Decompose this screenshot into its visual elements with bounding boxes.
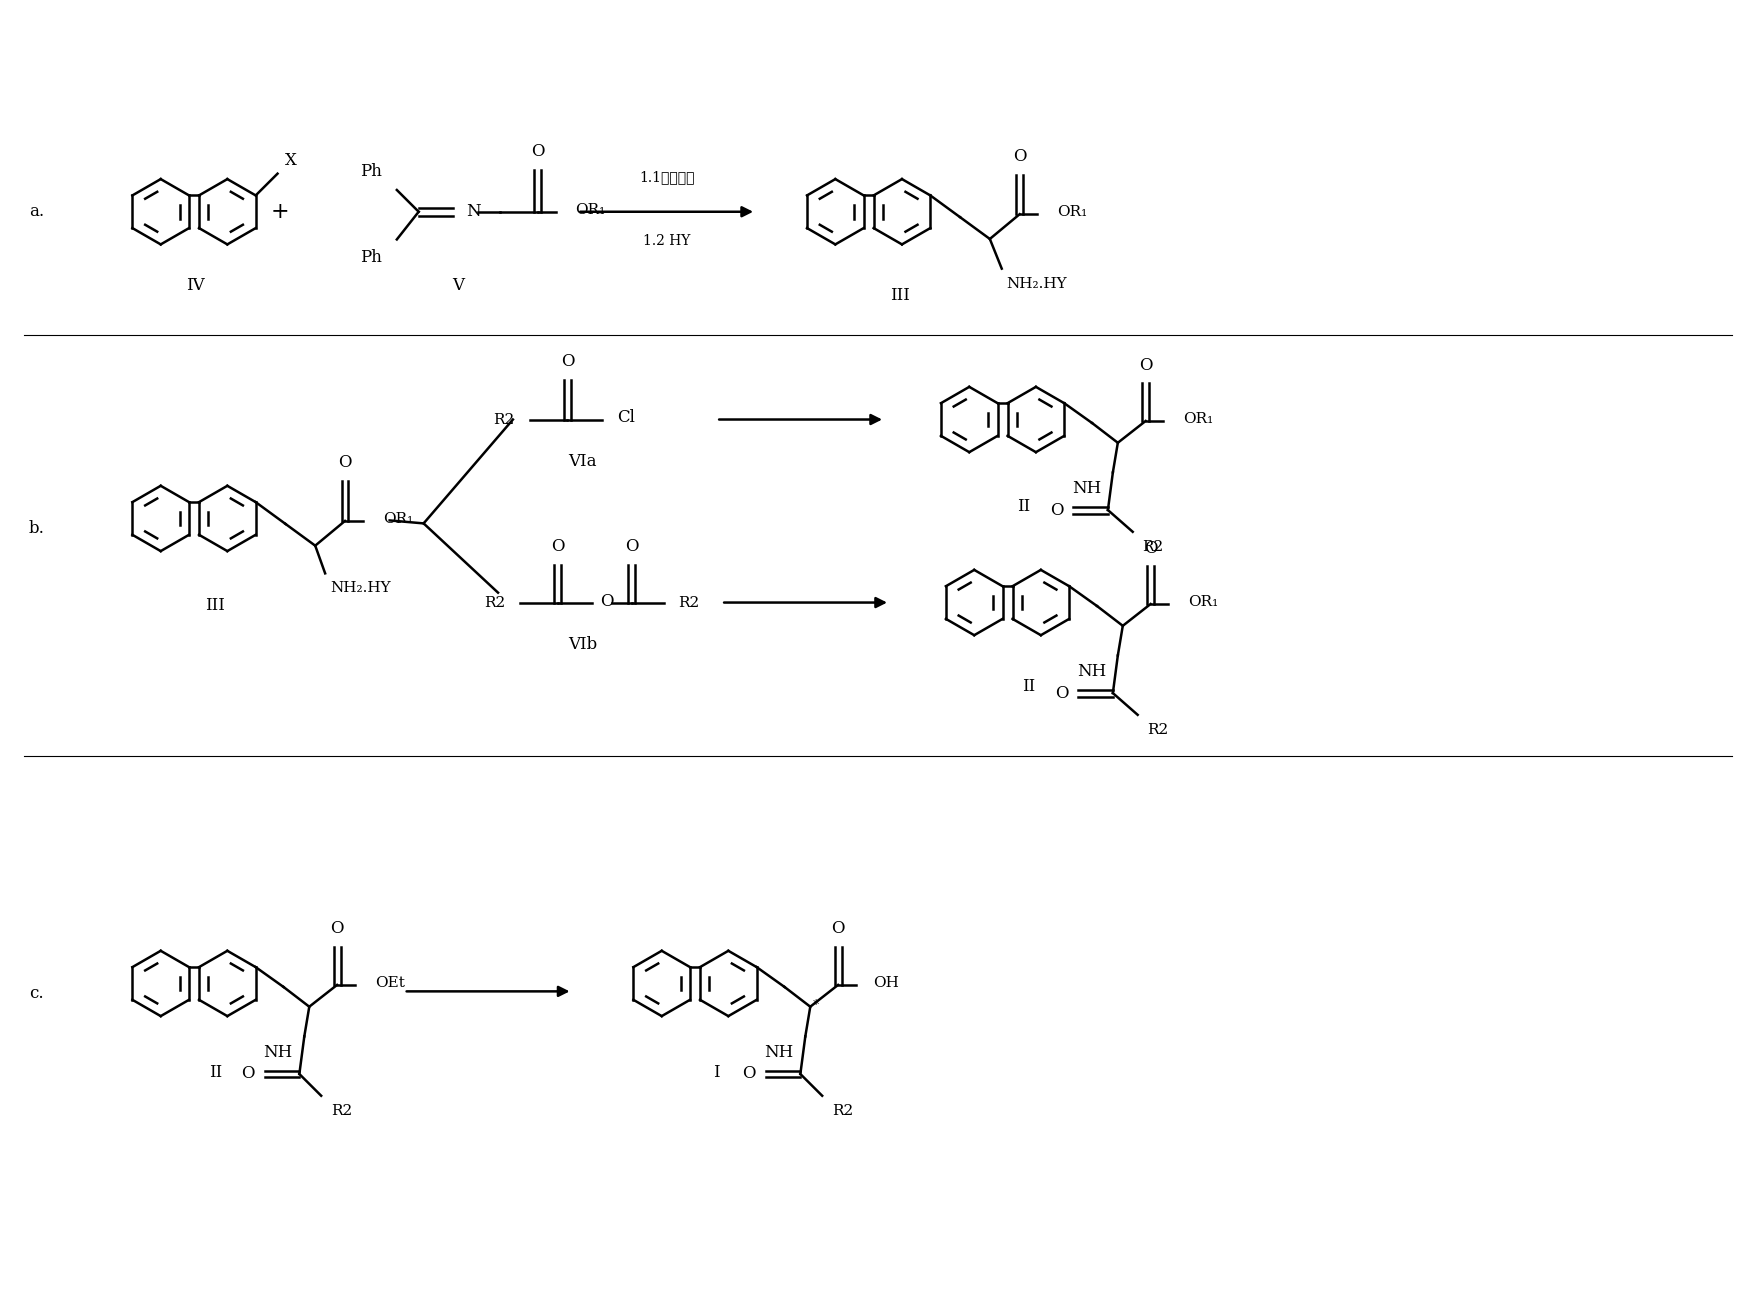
Text: I: I (713, 1064, 720, 1081)
Text: OR₁: OR₁ (1057, 205, 1086, 220)
Text: III: III (890, 288, 909, 305)
Text: O: O (551, 538, 563, 555)
Text: R2: R2 (1143, 540, 1164, 554)
Text: b.: b. (28, 520, 44, 537)
Text: R2: R2 (332, 1103, 353, 1117)
Text: X: X (284, 152, 297, 169)
Text: O: O (330, 920, 344, 937)
Text: V: V (453, 277, 463, 294)
Text: O: O (600, 593, 612, 610)
Text: R2: R2 (677, 596, 700, 609)
Text: R2: R2 (493, 413, 514, 426)
Text: IV: IV (186, 277, 205, 294)
Text: +: + (270, 201, 290, 222)
Text: OH: OH (872, 976, 899, 989)
Text: O: O (830, 920, 844, 937)
Text: a.: a. (28, 204, 44, 221)
Text: O: O (1055, 685, 1067, 702)
Text: R2: R2 (1148, 723, 1169, 737)
Text: OR₁: OR₁ (1183, 412, 1213, 426)
Text: OR₁: OR₁ (1188, 595, 1218, 609)
Text: O: O (742, 1065, 755, 1082)
Text: II: II (209, 1064, 221, 1081)
Text: O: O (1049, 502, 1064, 519)
Text: NH: NH (263, 1044, 293, 1061)
Text: N: N (467, 204, 481, 221)
Text: O: O (1139, 357, 1151, 374)
Text: OEt: OEt (374, 976, 404, 989)
Text: NH₂.HY: NH₂.HY (330, 582, 391, 595)
Text: O: O (1013, 148, 1025, 165)
Text: Ph: Ph (360, 163, 383, 180)
Text: OR₁: OR₁ (576, 203, 605, 217)
Text: NH: NH (763, 1044, 793, 1061)
Text: R2: R2 (832, 1103, 853, 1117)
Text: Cl: Cl (616, 409, 635, 426)
Text: c.: c. (28, 985, 44, 1002)
Text: Ph: Ph (360, 250, 383, 267)
Text: NH: NH (1071, 481, 1100, 498)
Text: O: O (625, 538, 639, 555)
Text: NH₂.HY: NH₂.HY (1006, 277, 1067, 290)
Text: O: O (560, 353, 574, 370)
Text: R2: R2 (483, 596, 505, 609)
Text: *: * (813, 999, 820, 1012)
Text: VIb: VIb (567, 635, 597, 652)
Text: OR₁: OR₁ (383, 512, 412, 525)
Text: O: O (1143, 540, 1157, 557)
Text: 1.1碱性溶液: 1.1碱性溶液 (639, 170, 693, 184)
Text: O: O (240, 1065, 254, 1082)
Text: O: O (530, 144, 544, 161)
Text: III: III (205, 597, 225, 614)
Text: II: II (1016, 498, 1030, 515)
Text: O: O (339, 455, 351, 472)
Text: II: II (1021, 678, 1035, 695)
Text: 1.2 HY: 1.2 HY (642, 234, 690, 247)
Text: NH: NH (1076, 664, 1106, 681)
Text: VIa: VIa (569, 452, 597, 469)
